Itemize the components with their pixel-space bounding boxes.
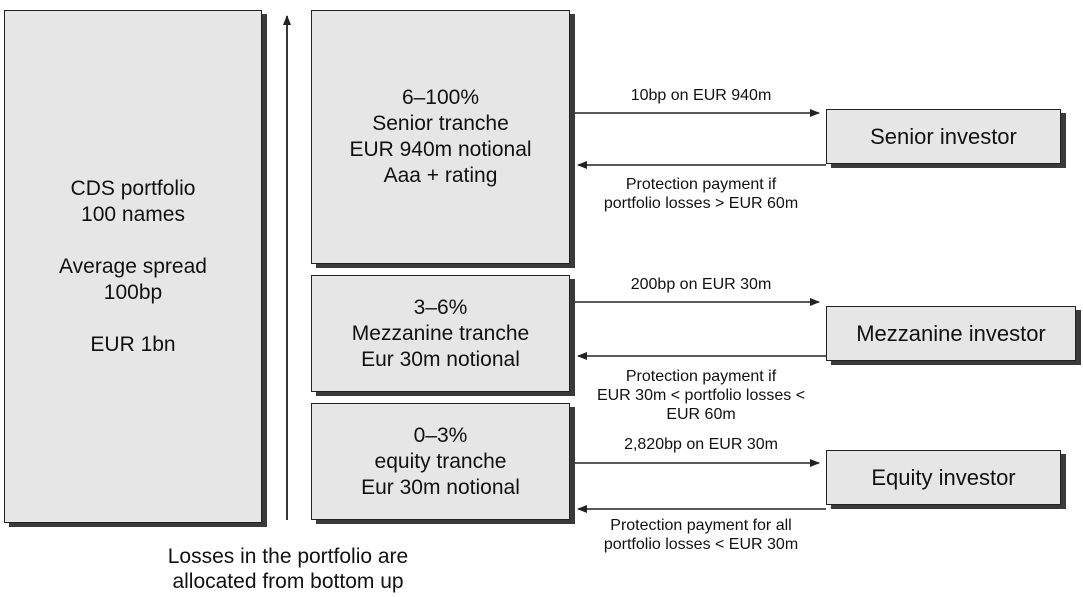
mezzanine-protection-label: Protection payment if EUR 30m < portfoli…: [575, 367, 827, 424]
equity-tranche-notional: Eur 30m notional: [361, 475, 520, 499]
cds-portfolio-box: CDS portfolio 100 names Average spread 1…: [4, 10, 262, 523]
equity-payment-label: 2,820bp on EUR 30m: [575, 435, 827, 454]
senior-payment-label: 10bp on EUR 940m: [575, 86, 827, 105]
equity-tranche-box: 0–3% equity tranche Eur 30m notional: [311, 403, 570, 520]
equity-payment-text: 2,820bp on EUR 30m: [624, 436, 778, 453]
caption-line-2: allocated from bottom up: [172, 570, 404, 593]
portfolio-spread-label: Average spread: [59, 254, 207, 278]
equity-protection-label: Protection payment for all portfolio los…: [575, 516, 827, 554]
senior-protection-label: Protection payment if portfolio losses >…: [575, 175, 827, 213]
equity-tranche-name: equity tranche: [374, 449, 507, 473]
mezzanine-tranche-range: 3–6%: [413, 295, 468, 319]
senior-protection-text-1: Protection payment if: [625, 176, 777, 193]
senior-investor-label: Senior investor: [870, 123, 1017, 149]
equity-investor-box: Equity investor: [826, 450, 1061, 505]
senior-tranche-range: 6–100%: [401, 86, 480, 109]
portfolio-names-count: 100 names: [81, 202, 185, 226]
mezzanine-protection-text-1: Protection payment if: [625, 368, 777, 385]
loss-allocation-caption: Losses in the portfolio are allocated fr…: [118, 544, 458, 594]
senior-tranche-box: 6–100% Senior tranche EUR 940m notional …: [311, 10, 570, 264]
senior-tranche-rating: Aaa + rating: [383, 164, 498, 187]
mezzanine-tranche-notional: Eur 30m notional: [361, 347, 520, 371]
senior-protection-text-2: portfolio losses > EUR 60m: [603, 195, 799, 212]
mezzanine-investor-label: Mezzanine investor: [856, 320, 1046, 346]
equity-protection-text-1: Protection payment for all: [610, 517, 792, 534]
mezzanine-payment-label: 200bp on EUR 30m: [575, 275, 827, 294]
mezzanine-tranche-name: Mezzanine tranche: [351, 321, 530, 345]
mezzanine-protection-text-2: EUR 30m < portfolio losses <: [596, 387, 806, 404]
equity-investor-label: Equity investor: [871, 464, 1016, 490]
portfolio-spread-value: 100bp: [103, 280, 163, 304]
equity-protection-text-2: portfolio losses < EUR 30m: [603, 536, 799, 553]
caption-line-1: Losses in the portfolio are: [167, 545, 409, 568]
mezzanine-investor-box: Mezzanine investor: [826, 306, 1076, 361]
senior-tranche-name: Senior tranche: [372, 112, 509, 135]
equity-tranche-range: 0–3%: [413, 423, 468, 447]
senior-payment-text: 10bp on EUR 940m: [630, 87, 772, 104]
mezzanine-protection-text-3: EUR 60m: [666, 406, 736, 423]
portfolio-title: CDS portfolio: [70, 176, 196, 200]
senior-tranche-notional: EUR 940m notional: [349, 138, 532, 161]
portfolio-notional: EUR 1bn: [90, 332, 176, 356]
senior-investor-box: Senior investor: [826, 109, 1061, 164]
mezzanine-tranche-box: 3–6% Mezzanine tranche Eur 30m notional: [311, 275, 570, 392]
mezzanine-payment-text: 200bp on EUR 30m: [630, 276, 772, 293]
